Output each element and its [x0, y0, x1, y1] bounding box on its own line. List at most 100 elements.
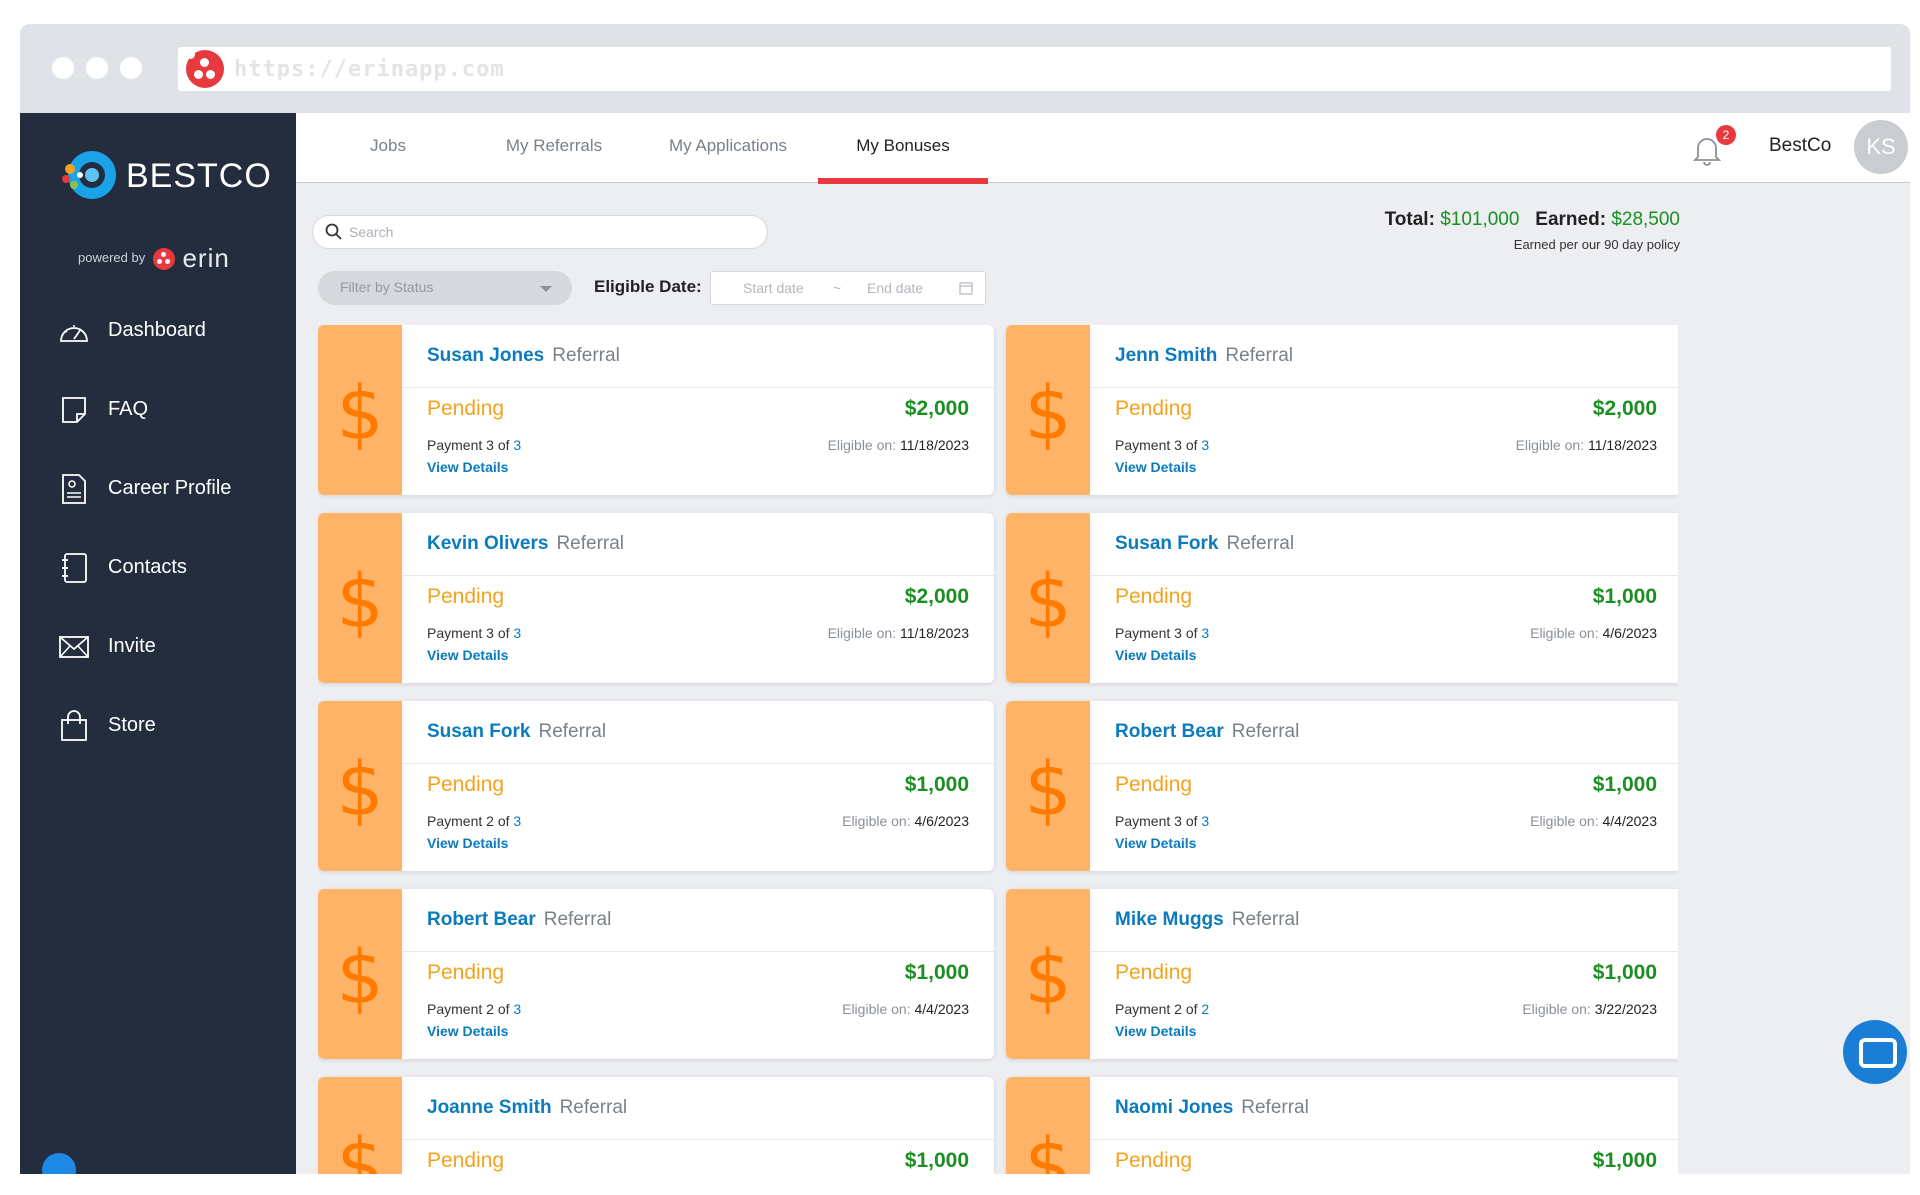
dollar-icon: $: [1024, 747, 1072, 833]
bonus-card[interactable]: $ Jenn Smith Referral Pending $2,000 Payment …: [1006, 325, 1678, 495]
view-details-link[interactable]: View Details: [1115, 1023, 1197, 1039]
powered-by-label: powered by: [78, 249, 146, 265]
address-bar[interactable]: https://erinapp.com: [178, 47, 1891, 91]
view-details-link[interactable]: View Details: [427, 647, 509, 663]
payment-total: 3: [1201, 625, 1210, 641]
bonus-type: Referral: [1226, 533, 1295, 554]
date-range-separator: ~: [833, 280, 842, 296]
eligible-on-date: 4/4/2023: [914, 1001, 970, 1017]
bonus-recipient-name[interactable]: Kevin Olivers: [427, 533, 549, 554]
referral-name-link[interactable]: Naomi Jones Referral: [1115, 1097, 1309, 1119]
search-input[interactable]: [349, 216, 749, 248]
bonus-card[interactable]: $ Joanne Smith Referral Pending $1,000: [318, 1077, 994, 1174]
referral-name-link[interactable]: Susan Jones Referral: [427, 345, 620, 367]
payment-progress: Payment 3 of 3: [1115, 813, 1209, 829]
bonus-card-strip: $: [1006, 325, 1090, 495]
main-content: Jobs My Referrals My Applications My Bon…: [296, 113, 1910, 1174]
start-date-input[interactable]: Start date: [743, 280, 804, 296]
bonus-card-header: Susan Fork Referral: [402, 701, 994, 764]
referral-name-link[interactable]: Joanne Smith Referral: [427, 1097, 627, 1119]
referral-name-link[interactable]: Robert Bear Referral: [427, 909, 611, 931]
bonus-recipient-name[interactable]: Jenn Smith: [1115, 345, 1218, 366]
company-name[interactable]: BestCo: [1769, 135, 1832, 156]
view-details-link[interactable]: View Details: [427, 1023, 509, 1039]
bonus-card[interactable]: $ Naomi Jones Referral Pending $1,000: [1006, 1077, 1678, 1174]
powered-by: powered by erin: [78, 243, 230, 274]
sidebar-item-label: FAQ: [108, 398, 149, 420]
bonus-card[interactable]: $ Susan Fork Referral Pending $1,000 Payment …: [1006, 513, 1678, 683]
end-date-input[interactable]: End date: [867, 280, 924, 296]
total-label: Total:: [1384, 209, 1435, 230]
sidebar-item-faq[interactable]: FAQ: [20, 370, 296, 449]
bonus-recipient-name[interactable]: Susan Jones: [427, 345, 545, 366]
view-details-link[interactable]: View Details: [427, 835, 509, 851]
bonus-card-strip: $: [1006, 701, 1090, 871]
earned-policy-note: Earned per our 90 day policy: [1513, 237, 1680, 252]
eligible-on-label: Eligible on:: [1530, 813, 1599, 829]
window-control-maximize[interactable]: [120, 57, 142, 79]
bonus-card[interactable]: $ Susan Fork Referral Pending $1,000 Payment …: [318, 701, 994, 871]
search-box: [312, 215, 768, 249]
dollar-icon: $: [336, 935, 384, 1021]
referral-name-link[interactable]: Susan Fork Referral: [427, 721, 606, 743]
bell-icon[interactable]: [1692, 133, 1722, 167]
bestco-logo-icon: [62, 151, 116, 199]
bonus-recipient-name[interactable]: Susan Fork: [1115, 533, 1219, 554]
chat-launcher-icon[interactable]: [1843, 1020, 1907, 1084]
bonus-card[interactable]: $ Kevin Olivers Referral Pending $2,000 Payme…: [318, 513, 994, 683]
avatar[interactable]: KS: [1854, 120, 1908, 174]
tab-my-applications[interactable]: My Applications: [668, 136, 788, 155]
bonus-card-header: Jenn Smith Referral: [1090, 325, 1678, 388]
payment-progress: Payment 3 of 3: [1115, 625, 1209, 641]
bonus-status: Pending: [1115, 1149, 1193, 1172]
bonus-card[interactable]: $ Susan Jones Referral Pending $2,000 Payment…: [318, 325, 994, 495]
sidebar-item-store[interactable]: Store: [20, 686, 296, 765]
eligible-date-range-picker[interactable]: Start date ~ End date: [710, 271, 986, 305]
erin-favicon-icon: [186, 50, 224, 88]
window-control-minimize[interactable]: [86, 57, 108, 79]
bonus-card-strip: $: [1006, 513, 1090, 683]
status-filter-select[interactable]: Filter by Status: [318, 271, 572, 305]
referral-name-link[interactable]: Jenn Smith Referral: [1115, 345, 1293, 367]
view-details-link[interactable]: View Details: [1115, 835, 1197, 851]
window-control-close[interactable]: [52, 57, 74, 79]
referral-name-link[interactable]: Susan Fork Referral: [1115, 533, 1294, 555]
calendar-icon: [959, 282, 973, 295]
bonus-card[interactable]: $ Robert Bear Referral Pending $1,000 Payment…: [1006, 701, 1678, 871]
brand-logo[interactable]: BESTCO: [58, 145, 271, 205]
payment-progress: Payment 3 of 3: [427, 625, 521, 641]
bonus-recipient-name[interactable]: Naomi Jones: [1115, 1097, 1234, 1118]
bonus-amount: $1,000: [1592, 961, 1657, 984]
sidebar-item-label: Contacts: [108, 556, 187, 578]
tab-my-referrals[interactable]: My Referrals: [505, 136, 603, 155]
bonus-recipient-name[interactable]: Robert Bear: [1115, 721, 1224, 742]
bonus-card-strip: $: [318, 701, 402, 871]
bonus-recipient-name[interactable]: Joanne Smith: [427, 1097, 552, 1118]
bonus-card-header: Robert Bear Referral: [1090, 701, 1678, 764]
sidebar: BESTCO powered by erin Dashboard: [20, 113, 296, 1174]
sidebar-item-contacts[interactable]: Contacts: [20, 528, 296, 607]
view-details-link[interactable]: View Details: [427, 459, 509, 475]
tab-jobs[interactable]: Jobs: [370, 136, 406, 155]
referral-name-link[interactable]: Robert Bear Referral: [1115, 721, 1299, 743]
payment-total: 2: [1201, 1001, 1210, 1017]
bonus-recipient-name[interactable]: Robert Bear: [427, 909, 536, 930]
bonus-recipient-name[interactable]: Mike Muggs: [1115, 909, 1224, 930]
accessibility-icon[interactable]: [42, 1153, 76, 1174]
bonus-recipient-name[interactable]: Susan Fork: [427, 721, 531, 742]
sidebar-item-invite[interactable]: Invite: [20, 607, 296, 686]
view-details-link[interactable]: View Details: [1115, 459, 1197, 475]
referral-name-link[interactable]: Kevin Olivers Referral: [427, 533, 624, 555]
sidebar-item-career-profile[interactable]: Career Profile: [20, 449, 296, 528]
bonus-card[interactable]: $ Mike Muggs Referral Pending $1,000 Payment …: [1006, 889, 1678, 1059]
bonus-status: Pending: [427, 397, 505, 420]
payment-label: Payment 3 of: [1115, 813, 1198, 829]
tab-my-bonuses[interactable]: My Bonuses: [818, 113, 988, 184]
sidebar-item-dashboard[interactable]: Dashboard: [20, 291, 296, 370]
referral-name-link[interactable]: Mike Muggs Referral: [1115, 909, 1299, 931]
bonus-card-header: Susan Fork Referral: [1090, 513, 1678, 576]
bonus-card[interactable]: $ Robert Bear Referral Pending $1,000 Payment…: [318, 889, 994, 1059]
payment-label: Payment 2 of: [1115, 1001, 1198, 1017]
eligible-on-date: 4/6/2023: [1602, 625, 1658, 641]
view-details-link[interactable]: View Details: [1115, 647, 1197, 663]
